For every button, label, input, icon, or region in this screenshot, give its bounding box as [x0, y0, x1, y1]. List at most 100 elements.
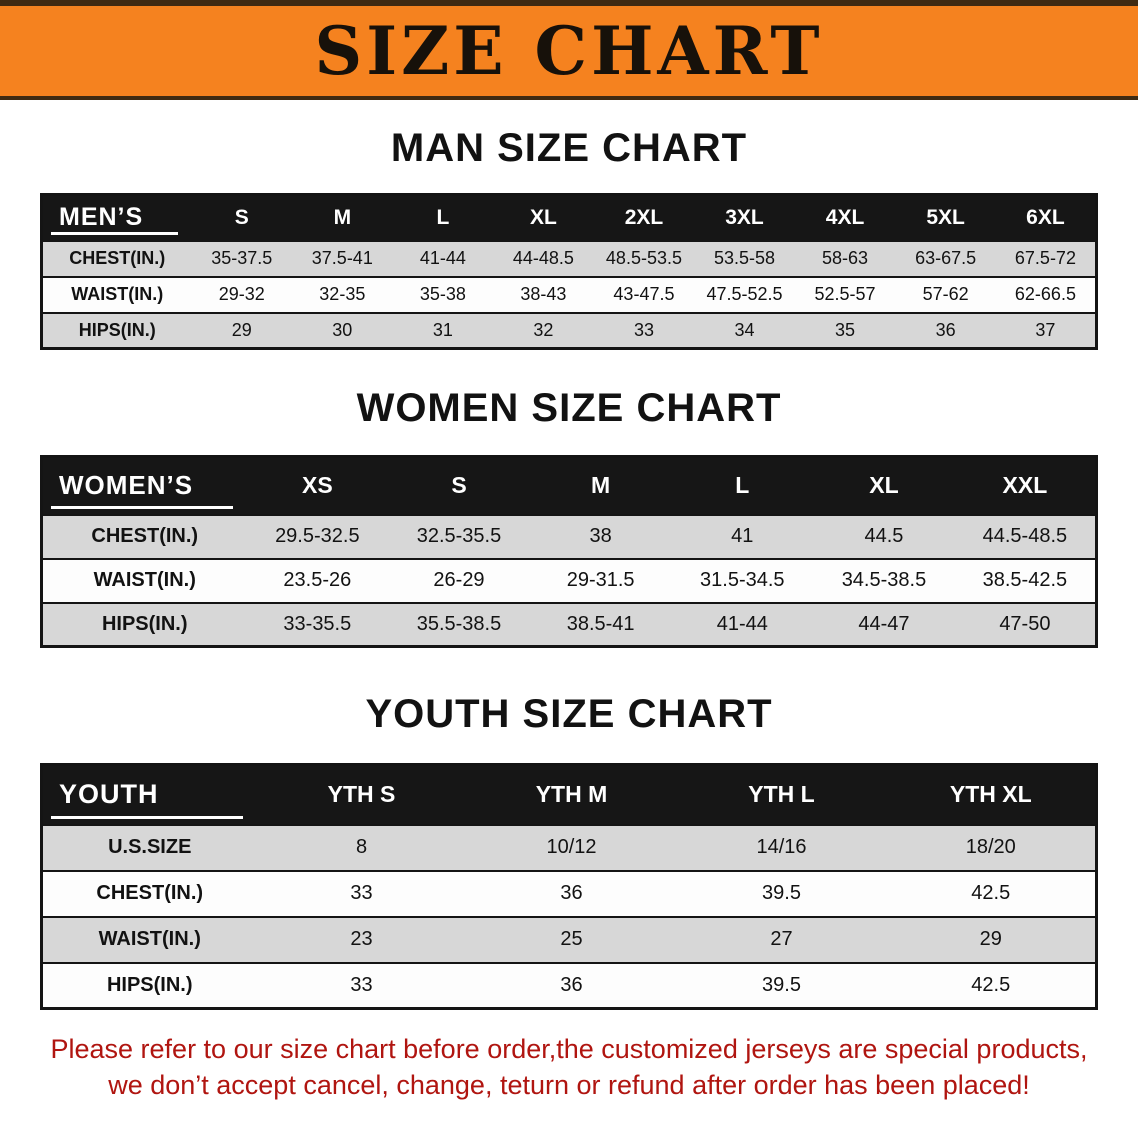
men-section-heading: MAN SIZE CHART	[390, 126, 748, 170]
size-value: 41	[671, 513, 814, 559]
womens-size-header: S	[388, 456, 530, 515]
size-value: 35-37.5	[191, 239, 293, 277]
size-value: 38	[529, 513, 672, 559]
youth-size-header: YTH S	[256, 764, 467, 825]
size-value: 18/20	[886, 823, 1097, 871]
size-value: 29.5-32.5	[246, 513, 389, 559]
size-value: 36	[895, 311, 996, 349]
womens-size-table: WOMEN’S XS S M L XL XXL CHEST(IN.) 29.5-32.5 32.…	[40, 455, 1098, 648]
size-value: 63-67.5	[895, 239, 996, 277]
page-title: SIZE CHART	[314, 12, 824, 90]
measure-label: CHEST(IN.)	[41, 869, 257, 917]
size-value: 47-50	[954, 601, 1097, 647]
mens-size-header: S	[191, 194, 293, 241]
measure-label: CHEST(IN.)	[41, 239, 192, 277]
size-value: 29-31.5	[529, 557, 672, 603]
size-value: 32	[493, 311, 594, 349]
table-row: U.S.SIZE 8 10/12 14/16 18/20	[41, 823, 1097, 871]
size-value: 36	[466, 961, 677, 1009]
size-value: 33	[256, 961, 467, 1009]
size-value: 29	[886, 915, 1097, 963]
size-value: 31.5-34.5	[671, 557, 814, 603]
table-row: WAIST(IN.) 29-32 32-35 35-38 38-43 43-47.5 47.…	[41, 275, 1097, 313]
size-value: 34.5-38.5	[813, 557, 955, 603]
size-value: 44.5	[813, 513, 955, 559]
size-value: 36	[466, 869, 677, 917]
size-value: 48.5-53.5	[593, 239, 695, 277]
youth-category-header: YOUTH	[41, 764, 257, 825]
mens-size-header: XL	[493, 194, 594, 241]
mens-size-header: 5XL	[895, 194, 996, 241]
size-value: 44-47	[813, 601, 955, 647]
size-value: 35.5-38.5	[388, 601, 530, 647]
size-value: 39.5	[676, 961, 887, 1009]
table-row: HIPS(IN.) 33 36 39.5 42.5	[41, 961, 1097, 1009]
mens-size-table: MEN’S S M L XL 2XL 3XL 4XL 5XL 6XL CHEST(IN.) 35-3…	[40, 193, 1098, 350]
table-row: WAIST(IN.) 23.5-26 26-29 29-31.5 31.5-34.5 34…	[41, 557, 1097, 603]
mens-table-header-row: MEN’S S M L XL 2XL 3XL 4XL 5XL 6XL	[41, 194, 1097, 241]
size-value: 37	[995, 311, 1097, 349]
disclaimer: Please refer to our size chart before or…	[0, 1032, 1138, 1103]
section-youth: YOUTH SIZE CHART YOUTH YTH S YTH M YTH L YTH…	[0, 692, 1138, 1010]
youth-section-heading: YOUTH SIZE CHART	[365, 692, 773, 736]
size-value: 43-47.5	[593, 275, 695, 313]
womens-size-header: XS	[246, 456, 389, 515]
mens-size-header: 2XL	[593, 194, 695, 241]
table-row: CHEST(IN.) 33 36 39.5 42.5	[41, 869, 1097, 917]
womens-size-header: XL	[813, 456, 955, 515]
youth-size-header: YTH M	[466, 764, 677, 825]
measure-label: CHEST(IN.)	[41, 513, 247, 559]
size-value: 44.5-48.5	[954, 513, 1097, 559]
size-value: 52.5-57	[794, 275, 896, 313]
youth-size-header: YTH L	[676, 764, 887, 825]
measure-label: HIPS(IN.)	[41, 961, 257, 1009]
size-value: 53.5-58	[694, 239, 795, 277]
size-value: 27	[676, 915, 887, 963]
mens-size-header: M	[292, 194, 393, 241]
size-value: 42.5	[886, 869, 1097, 917]
size-value: 67.5-72	[995, 239, 1097, 277]
size-value: 10/12	[466, 823, 677, 871]
disclaimer-line-2: we don’t accept cancel, change, teturn o…	[108, 1069, 1030, 1100]
table-row: CHEST(IN.) 35-37.5 37.5-41 41-44 44-48.5 48.5…	[41, 239, 1097, 277]
size-value: 32.5-35.5	[388, 513, 530, 559]
section-women: WOMEN SIZE CHART WOMEN’S XS S M L XL XXL CHEST…	[0, 386, 1138, 648]
women-section-heading: WOMEN SIZE CHART	[356, 386, 782, 430]
section-men: MAN SIZE CHART MEN’S S M L XL 2XL 3XL 4XL 5XL 6XL…	[0, 126, 1138, 350]
mens-size-header: 4XL	[794, 194, 896, 241]
size-value: 30	[292, 311, 393, 349]
size-value: 26-29	[388, 557, 530, 603]
measure-label: U.S.SIZE	[41, 823, 257, 871]
womens-size-header: XXL	[954, 456, 1097, 515]
size-value: 44-48.5	[493, 239, 594, 277]
mens-category-header: MEN’S	[41, 194, 192, 241]
size-value: 38.5-41	[529, 601, 672, 647]
size-value: 42.5	[886, 961, 1097, 1009]
size-value: 41-44	[671, 601, 814, 647]
table-row: CHEST(IN.) 29.5-32.5 32.5-35.5 38 41 44.5 44.5…	[41, 513, 1097, 559]
youth-table-body: U.S.SIZE 8 10/12 14/16 18/20 CHEST(IN.) 33 36 39…	[41, 823, 1097, 1009]
measure-label: WAIST(IN.)	[41, 557, 247, 603]
measure-label: HIPS(IN.)	[41, 601, 247, 647]
size-value: 62-66.5	[995, 275, 1097, 313]
size-value: 35	[794, 311, 896, 349]
mens-table-body: CHEST(IN.) 35-37.5 37.5-41 41-44 44-48.5 48.5…	[41, 239, 1097, 349]
youth-size-header: YTH XL	[886, 764, 1097, 825]
mens-size-header: L	[392, 194, 494, 241]
disclaimer-line-1: Please refer to our size chart before or…	[50, 1034, 1088, 1064]
womens-size-header: M	[529, 456, 672, 515]
size-value: 31	[392, 311, 494, 349]
womens-table-header-row: WOMEN’S XS S M L XL XXL	[41, 456, 1097, 515]
measure-label: WAIST(IN.)	[41, 915, 257, 963]
size-value: 39.5	[676, 869, 887, 917]
size-value: 37.5-41	[292, 239, 393, 277]
mens-size-header: 3XL	[694, 194, 795, 241]
size-value: 25	[466, 915, 677, 963]
size-value: 23.5-26	[246, 557, 389, 603]
size-value: 33	[593, 311, 695, 349]
banner: SIZE CHART	[0, 0, 1138, 100]
size-value: 58-63	[794, 239, 896, 277]
womens-category-header: WOMEN’S	[41, 456, 247, 515]
mens-size-header: 6XL	[995, 194, 1097, 241]
